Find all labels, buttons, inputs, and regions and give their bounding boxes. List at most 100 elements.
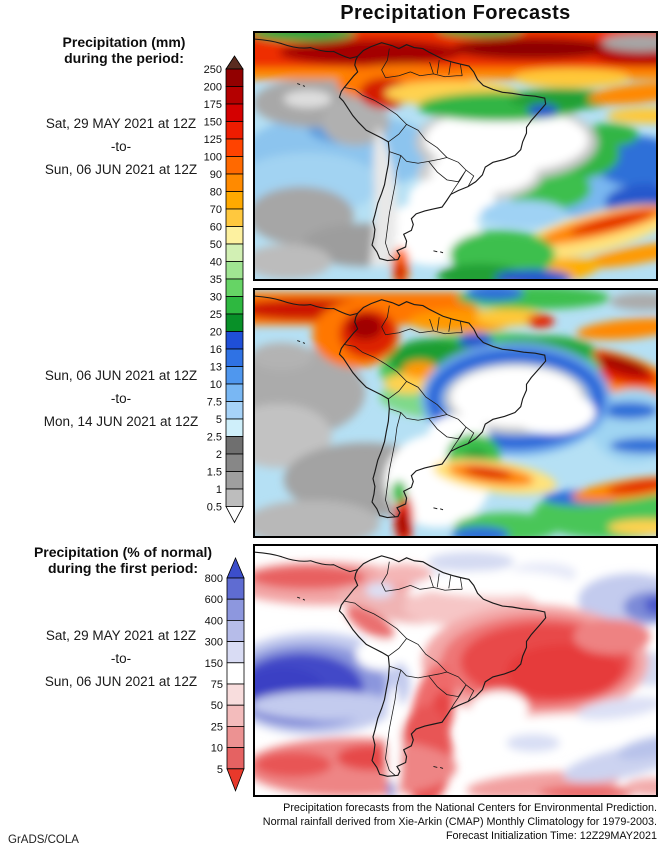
pct-header-line2: during the first period:: [47, 560, 199, 576]
footer-line2: Normal rainfall derived from Xie-Arkin (…: [262, 816, 657, 828]
colorbar-segment: [225, 121, 244, 140]
colorbar-tick-label: 1: [216, 484, 222, 496]
colorbar-tick-label: 100: [204, 152, 222, 164]
colorbar-arrow-top: [225, 55, 244, 70]
period1-to: -to-: [110, 139, 132, 154]
colorbar-segment: [226, 598, 245, 621]
colorbar-tick-label: 10: [211, 743, 223, 755]
footer-caption: Precipitation forecasts from the Nationa…: [178, 801, 657, 843]
colorbar-tick-label: 30: [210, 292, 222, 304]
colorbar-arrow-top: [226, 556, 245, 579]
colorbar-tick-label: 250: [204, 64, 222, 76]
pct-header-line1: Precipitation (% of normal): [33, 544, 213, 560]
colorbar-segment: [225, 86, 244, 105]
colorbar-segment: [226, 662, 245, 685]
colorbar-arrow-bottom: [225, 506, 244, 524]
grads-credit: GrADS/COLA: [8, 834, 79, 846]
colorbar-segment: [225, 138, 244, 157]
colorbar-tick-label: 2: [216, 449, 222, 461]
colorbar-segment: [225, 191, 244, 210]
colorbar-tick-label: 70: [210, 204, 222, 216]
period3-to: -to-: [110, 651, 132, 666]
colorbar-segment: [226, 704, 245, 727]
colorbar-segment: [225, 243, 244, 262]
colorbar-tick-label: 35: [210, 274, 222, 286]
period1-dates: Sat, 29 MAY 2021 at 12Z -to- Sun, 06 JUN…: [6, 112, 236, 181]
colorbar-tick-label: 13: [210, 362, 222, 374]
colorbar-tick-label: 7.5: [207, 397, 222, 409]
colorbar-segment: [225, 156, 244, 175]
colorbar-tick-label: 50: [210, 239, 222, 251]
colorbar-tick-label: 300: [205, 637, 223, 649]
mm-header-line2: during the period:: [64, 50, 184, 66]
colorbar-segment: [225, 348, 244, 367]
colorbar-segment: [226, 641, 245, 664]
pct-scale-header: Precipitation (% of normal) during the f…: [2, 544, 244, 576]
colorbar-segment: [225, 471, 244, 490]
period2-end: Mon, 14 JUN 2021 at 12Z: [43, 414, 199, 429]
map-week1-mm: [253, 31, 658, 281]
colorbar-segment: [225, 331, 244, 350]
footer-line1: Precipitation forecasts from the Nationa…: [283, 802, 657, 814]
colorbar-arrow-bottom: [226, 768, 245, 792]
colorbar-tick-label: 5: [217, 764, 223, 776]
colorbar-tick-label: 80: [210, 187, 222, 199]
colorbar-tick-label: 400: [205, 615, 223, 627]
colorbar-segment: [225, 313, 244, 332]
colorbar-tick-label: 60: [210, 222, 222, 234]
colorbar-segment: [225, 418, 244, 437]
colorbar-tick-label: 175: [204, 99, 222, 111]
colorbar-segment: [225, 278, 244, 297]
colorbar-tick-label: 800: [205, 573, 223, 585]
colorbar-segment: [225, 401, 244, 420]
colorbar-tick-label: 10: [210, 379, 222, 391]
colorbar-segment: [225, 103, 244, 122]
colorbar-segment: [225, 488, 244, 507]
colorbar-tick-label: 1.5: [207, 467, 222, 479]
precip-field: [255, 33, 656, 279]
period1-end: Sun, 06 JUN 2021 at 12Z: [44, 162, 198, 177]
colorbar-tick-label: 16: [210, 344, 222, 356]
colorbar-tick-label: 75: [211, 679, 223, 691]
colorbar-segment: [225, 296, 244, 315]
period3-end: Sun, 06 JUN 2021 at 12Z: [44, 674, 198, 689]
colorbar-segment: [225, 366, 244, 385]
colorbar-tick-label: 90: [210, 169, 222, 181]
colorbar-tick-label: 600: [205, 594, 223, 606]
colorbar-segment: [226, 725, 245, 748]
colorbar-tick-label: 125: [204, 134, 222, 146]
colorbar-segment: [226, 620, 245, 643]
mm-header-line1: Precipitation (mm): [62, 34, 186, 50]
period3-start: Sat, 29 MAY 2021 at 12Z: [45, 628, 197, 643]
map-week2-mm: [253, 288, 658, 538]
colorbar-segment: [225, 383, 244, 402]
colorbar-segment: [225, 436, 244, 455]
colorbar-tick-label: 25: [211, 721, 223, 733]
colorbar-segment: [226, 577, 245, 600]
period2-dates: Sun, 06 JUN 2021 at 12Z -to- Mon, 14 JUN…: [6, 364, 236, 433]
precip-field: [255, 290, 656, 536]
colorbar-tick-label: 200: [204, 82, 222, 94]
period3-dates: Sat, 29 MAY 2021 at 12Z -to- Sun, 06 JUN…: [6, 624, 236, 693]
mm-scale-header: Precipitation (mm) during the period:: [20, 34, 228, 66]
precip-field: [255, 551, 656, 795]
map-week1-percent: [253, 544, 658, 797]
colorbar-segment: [226, 747, 245, 770]
colorbar-segment: [225, 68, 244, 87]
colorbar-segment: [225, 208, 244, 227]
colorbar-mm: 2502001751501251009080706050403530252016…: [204, 55, 244, 524]
page-title: Precipitation Forecasts: [340, 2, 571, 24]
colorbar-tick-label: 150: [204, 117, 222, 129]
colorbar-tick-label: 20: [210, 327, 222, 339]
period1-start: Sat, 29 MAY 2021 at 12Z: [45, 116, 197, 131]
period2-to: -to-: [110, 391, 132, 406]
colorbar-tick-label: 50: [211, 700, 223, 712]
colorbar-segment: [225, 261, 244, 280]
colorbar-tick-label: 0.5: [207, 502, 222, 514]
colorbar-tick-label: 5: [216, 414, 222, 426]
colorbar-tick-label: 2.5: [207, 432, 222, 444]
period2-start: Sun, 06 JUN 2021 at 12Z: [44, 368, 198, 383]
colorbar-segment: [226, 683, 245, 706]
colorbar-segment: [225, 173, 244, 192]
